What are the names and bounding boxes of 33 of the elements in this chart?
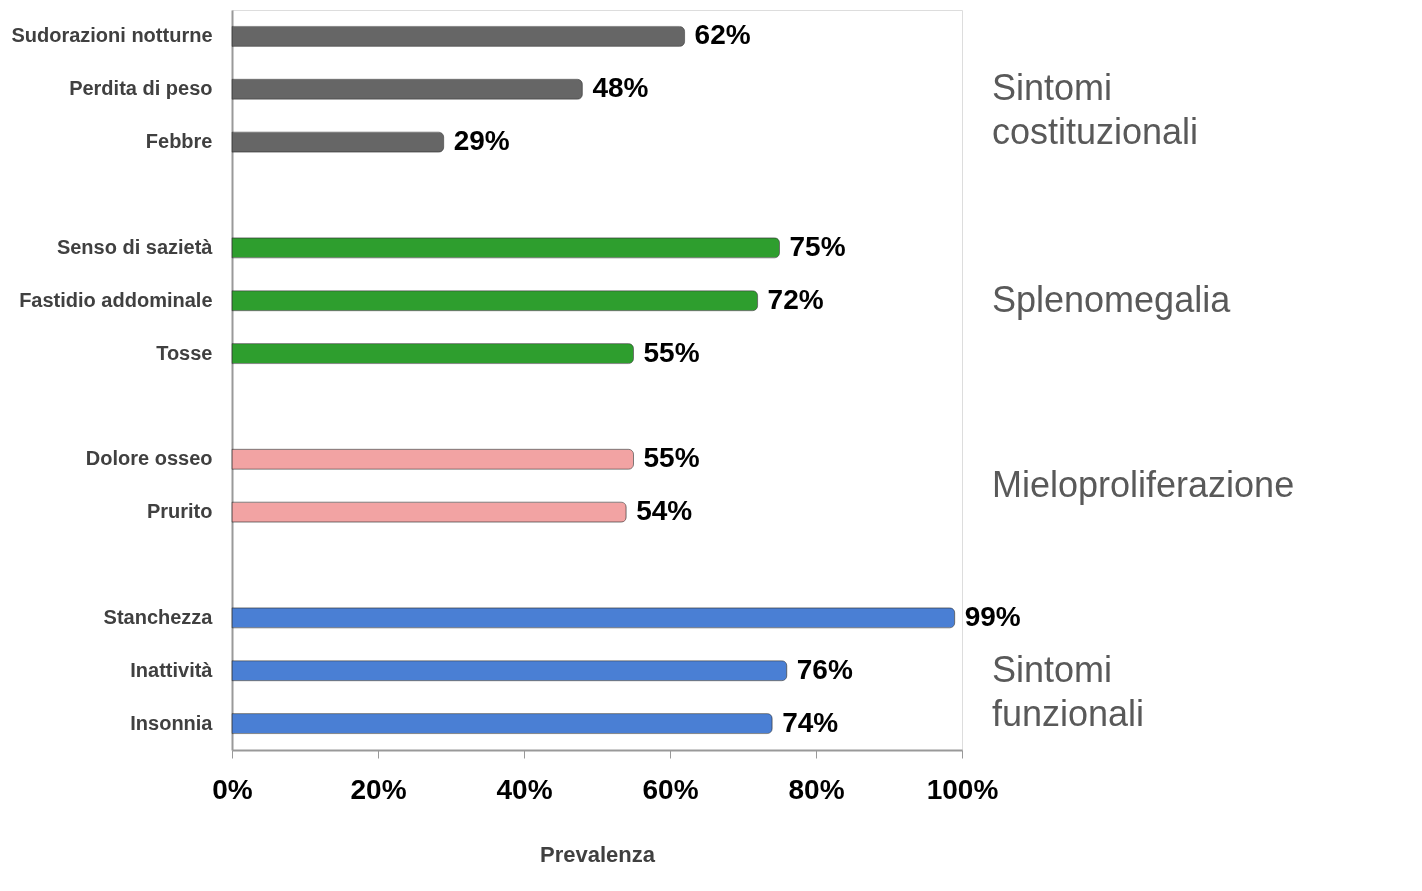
- data-label: 29%: [453, 125, 510, 157]
- x-tick-label: 80%: [788, 773, 845, 805]
- x-tick-label: 0%: [212, 773, 253, 805]
- data-label: 74%: [782, 706, 839, 738]
- text: Sintomi funzionali: [992, 648, 1145, 734]
- y-tick-label: Sudorazioni notturne: [11, 24, 213, 47]
- data-label: 48%: [592, 72, 649, 104]
- data-label: 76%: [796, 653, 853, 685]
- y-tick-label: Dolore osseo: [85, 447, 213, 470]
- y-tick-label: Perdita di peso: [69, 77, 213, 100]
- x-tick-label: 40%: [496, 773, 553, 805]
- data-label: 54%: [636, 495, 693, 527]
- y-tick-label: Senso di sazietà: [56, 235, 214, 258]
- y-tick-label: Fastidio addominale: [19, 288, 213, 311]
- data-label: 62%: [694, 19, 751, 51]
- data-label: 72%: [767, 283, 824, 315]
- text: Mieloproliferazione: [992, 463, 1295, 505]
- y-tick-label: Tosse: [156, 341, 213, 364]
- data-label: 75%: [789, 230, 846, 262]
- x-tick-label: 60%: [642, 773, 699, 805]
- y-tick-label: Insonnia: [130, 711, 214, 734]
- data-label: 55%: [643, 442, 700, 474]
- y-tick-label: Stanchezza: [103, 605, 214, 628]
- y-tick-label: Prurito: [146, 500, 213, 523]
- x-axis-title: Prevalenza: [540, 841, 656, 867]
- x-tick-label: 100%: [926, 773, 999, 805]
- text: Splenomegalia: [992, 278, 1232, 320]
- y-tick-label: Inattività: [130, 658, 214, 681]
- x-tick-label: 20%: [350, 773, 407, 805]
- data-label: 55%: [643, 336, 700, 368]
- data-label: 99%: [964, 600, 1021, 632]
- y-tick-label: Febbre: [145, 130, 213, 153]
- text: Sintomi costituzionali: [992, 67, 1199, 153]
